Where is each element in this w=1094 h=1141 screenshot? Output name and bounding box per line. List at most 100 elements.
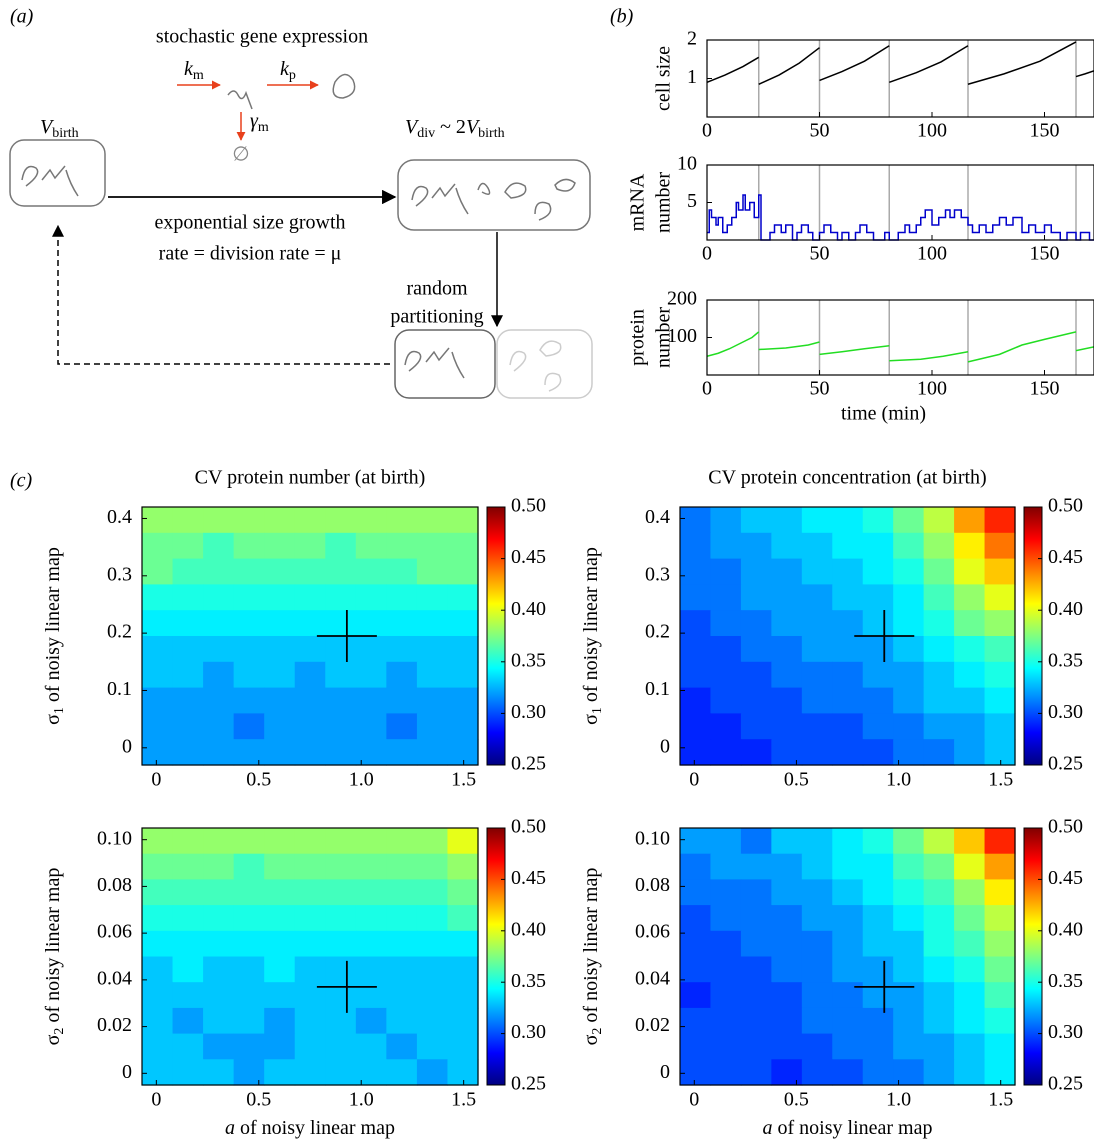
heatmap-cell	[142, 905, 174, 932]
heatmap-cell	[740, 584, 772, 611]
heatmap-cell	[264, 584, 296, 611]
x-tick-label: 150	[1030, 120, 1060, 142]
heatmap-cell	[203, 739, 235, 766]
symbol: k	[184, 58, 194, 80]
heatmap-cell	[954, 739, 986, 766]
x-tick-label: 0	[702, 378, 712, 400]
heatmap-cell	[984, 687, 1016, 714]
heatmap-cell	[680, 636, 712, 663]
heatmap-cell	[416, 879, 449, 906]
colorbar-tick-label: 0.25	[511, 1073, 546, 1095]
heatmap-cell	[203, 507, 235, 534]
heatmap-cell	[832, 636, 864, 663]
heatmap-cell	[172, 713, 204, 740]
heatmap-cell	[355, 1033, 387, 1060]
y-tick-label: 0.1	[107, 678, 132, 700]
heatmap-cell	[923, 1007, 955, 1035]
heatmap-cell	[710, 930, 742, 958]
diagram	[9, 73, 593, 399]
heatmap-cell	[416, 558, 449, 585]
heatmap-cell	[142, 828, 174, 855]
heatmap-cell	[984, 739, 1016, 766]
colorbar-tick-label: 0.45	[511, 546, 546, 568]
heatmap-cell	[416, 1033, 449, 1060]
heatmap-cell	[325, 1033, 357, 1060]
heatmap-cell	[233, 739, 265, 766]
heatmap-cell	[447, 1007, 479, 1035]
heatmap-cell	[680, 982, 712, 1009]
heatmap-cell	[203, 636, 235, 663]
heatmap-cell	[447, 507, 479, 534]
subscript: m	[258, 120, 269, 135]
symbol: V	[466, 116, 481, 138]
panel-label: (c)	[10, 470, 33, 492]
heatmap-cell	[710, 584, 742, 611]
heatmap-cell	[142, 507, 174, 534]
heatmap-cell	[416, 584, 449, 611]
heatmap-cell	[801, 879, 833, 906]
heatmap-cell	[984, 636, 1016, 663]
colorbar-tick-label: 0.50	[511, 495, 546, 517]
heatmap-cell	[325, 661, 357, 689]
x-tick-label: 1.0	[886, 1089, 911, 1111]
heatmap-cell	[984, 1033, 1016, 1060]
heatmap-cell	[142, 610, 174, 637]
heatmap-cell	[203, 713, 235, 740]
heatmap-cell	[771, 610, 803, 637]
heatmap-cell	[355, 1059, 387, 1086]
heatmap-cell	[172, 636, 204, 663]
heatmap-cell	[355, 828, 387, 855]
colorbar-tick-label: 0.25	[1048, 1073, 1083, 1095]
heatmap-cell	[893, 739, 925, 766]
subscript: 1	[590, 707, 605, 714]
heatmap-cell	[355, 610, 387, 637]
heatmap-cell	[710, 532, 742, 560]
heatmap-cell	[680, 687, 712, 714]
heatmap-cell	[447, 532, 479, 560]
heatmap-cell	[325, 879, 357, 906]
heatmap-cell	[740, 558, 772, 585]
heatmap-cell	[710, 610, 742, 637]
heatmap-cell	[923, 956, 955, 983]
heatmap-cell	[264, 1007, 296, 1035]
heatmap-cell	[386, 982, 418, 1009]
x-tick-label: 0	[702, 120, 712, 142]
heatmap-cell	[923, 687, 955, 714]
heatmap-cell	[832, 879, 864, 906]
heatmap-cell	[386, 853, 418, 880]
x-tick-label: 150	[1030, 243, 1060, 265]
heatmap-cell	[416, 661, 449, 689]
heatmap-cell	[923, 532, 955, 560]
heatmap-cell	[771, 661, 803, 689]
heatmap-cell	[680, 558, 712, 585]
y-tick-label: 5	[687, 190, 697, 212]
heatmap-cell	[862, 905, 894, 932]
heatmap-cell	[294, 713, 326, 740]
heatmap-cell	[264, 1059, 296, 1086]
heatmap-cell	[954, 507, 986, 534]
heatmap-cell	[355, 532, 387, 560]
heatmap-cell	[203, 828, 235, 855]
heatmap-cell	[740, 1033, 772, 1060]
heatmap-cell	[832, 558, 864, 585]
heatmap-cell	[923, 610, 955, 637]
heatmap-cell	[386, 532, 418, 560]
heatmap-cell	[172, 1059, 204, 1086]
heatmap-cell	[325, 828, 357, 855]
heatmap-cell	[923, 1059, 955, 1086]
x-tick-label: 100	[917, 378, 947, 400]
heatmap-cell	[233, 982, 265, 1009]
heatmap-cell	[447, 853, 479, 880]
heatmap-cell	[771, 1007, 803, 1035]
heatmap-cell	[893, 905, 925, 932]
heatmap-cell	[740, 507, 772, 534]
colorbar-tick-label: 0.50	[1048, 816, 1083, 838]
heatmap-cell	[984, 558, 1016, 585]
heatmap-cell	[710, 828, 742, 855]
heatmap-cell	[447, 739, 479, 766]
heatmap-cell	[893, 1033, 925, 1060]
heatmap-cell	[325, 507, 357, 534]
heatmap-cell	[233, 661, 265, 689]
heatmap-cell	[771, 879, 803, 906]
heatmap-cell	[325, 713, 357, 740]
